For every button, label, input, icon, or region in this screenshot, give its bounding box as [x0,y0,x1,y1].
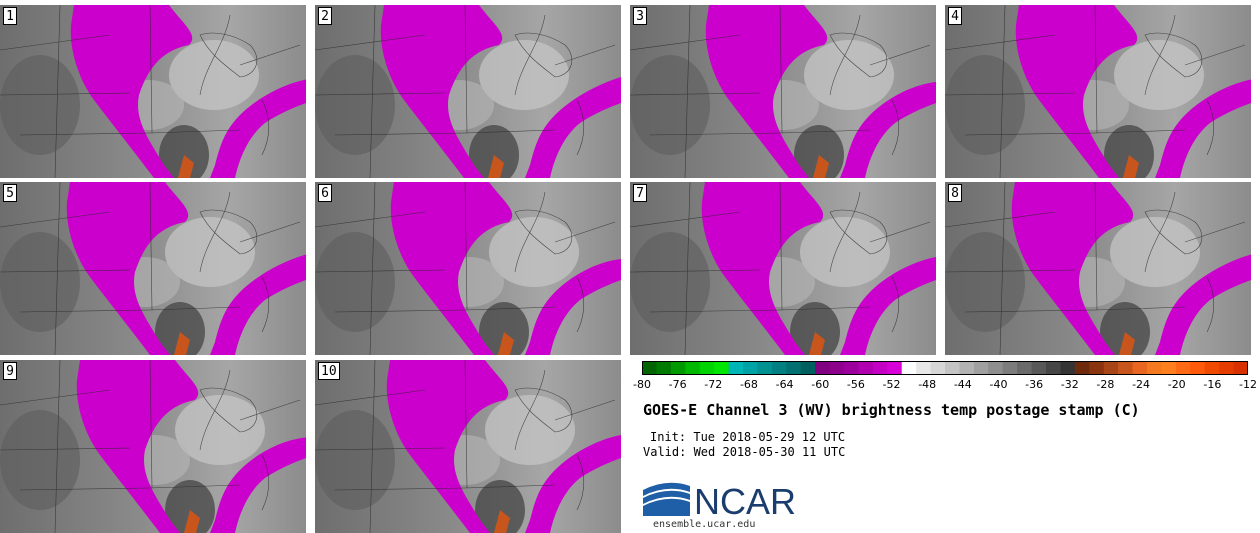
colorbar-segment [1161,361,1177,375]
colorbar-segment [1175,361,1191,375]
colorbar-segment [1103,361,1119,375]
map-panel-2: 2 [315,5,621,178]
colorbar-segment [670,361,686,375]
valid-time: Valid: Wed 2018-05-30 11 UTC [643,445,846,459]
ncar-logo-text: NCAR [694,481,796,518]
colorbar-segment [973,361,989,375]
colorbar-segment [1132,361,1148,375]
colorbar-segment [901,361,917,375]
colorbar-tick-label: -40 [989,378,1008,391]
colorbar-segment [786,361,802,375]
colorbar-segment [685,361,701,375]
colorbar-segment [642,361,657,375]
colorbar-segment [699,361,715,375]
colorbar-segment [930,361,946,375]
colorbar-tick-label: -36 [1025,378,1044,391]
colorbar-segment [1204,361,1220,375]
colorbar [642,361,1248,375]
colorbar-segment [844,361,859,375]
panel-label: 1 [3,7,17,25]
colorbar-segment [829,361,845,375]
panel-label: 4 [948,7,962,25]
colorbar-tick-label: -80 [633,378,651,391]
colorbar-tick-label: -12 [1239,378,1257,391]
colorbar-tick-label: -56 [846,378,865,391]
colorbar-segment [771,361,787,375]
colorbar-tick-label: -20 [1167,378,1186,391]
map-panel-3: 3 [630,5,936,178]
map-panel-10: 10 [315,360,621,533]
colorbar-segment [988,361,1004,375]
map-panel-7: 7 [630,182,936,355]
colorbar-segment [656,361,672,375]
colorbar-segment [1031,361,1047,375]
panel-label: 3 [633,7,647,25]
logo-url: ensemble.ucar.edu [653,519,756,530]
colorbar-segment [1089,361,1105,375]
init-time: Init: Tue 2018-05-29 12 UTC [650,430,846,444]
colorbar-tick-label: -44 [953,378,972,391]
colorbar-segment [757,361,773,375]
colorbar-segment [1233,361,1248,375]
colorbar-segment [1074,361,1090,375]
colorbar-segment [872,361,888,375]
colorbar-segment [1190,361,1206,375]
colorbar-segment [815,361,831,375]
colorbar-segment [858,361,874,375]
colorbar-segment [945,361,960,375]
colorbar-segment [1147,361,1162,375]
map-panel-8: 8 [945,182,1251,355]
colorbar-segment [1060,361,1076,375]
colorbar-tick-label: -52 [882,378,901,391]
colorbar-segment [728,361,744,375]
colorbar-tick-label: -24 [1132,378,1151,391]
colorbar-tick-label: -32 [1060,378,1079,391]
colorbar-segment [1017,361,1033,375]
colorbar-labels: -80 -76 -72 -68 -64 -60 -56 -52 -48 -44 -40 -36 -32 -… [630,378,1260,394]
map-panel-9: 9 [0,360,306,533]
product-title: GOES-E Channel 3 (WV) brightness temp po… [643,401,1140,419]
colorbar-segment [1046,361,1061,375]
colorbar-tick-label: -76 [668,378,687,391]
colorbar-tick-label: -16 [1203,378,1222,391]
map-panel-5: 5 [0,182,306,355]
panel-label: 5 [3,184,17,202]
colorbar-segment [959,361,975,375]
colorbar-segment [887,361,903,375]
map-panel-4: 4 [945,5,1251,178]
colorbar-tick-label: -28 [1096,378,1115,391]
panel-label: 2 [318,7,332,25]
colorbar-tick-label: -48 [918,378,937,391]
colorbar-tick-label: -60 [811,378,830,391]
map-panel-6: 6 [315,182,621,355]
colorbar-segment [714,361,730,375]
panel-label: 6 [318,184,332,202]
panel-label: 8 [948,184,962,202]
panel-label: 7 [633,184,647,202]
panel-label: 10 [318,362,340,380]
colorbar-tick-label: -72 [704,378,723,391]
colorbar-segment [1219,361,1235,375]
map-panel-1: 1 [0,5,306,178]
colorbar-segment [800,361,816,375]
colorbar-tick-label: -68 [739,378,758,391]
panel-label: 9 [3,362,17,380]
ncar-logo: NCAR [643,481,796,518]
colorbar-segment [743,361,758,375]
colorbar-tick-label: -64 [775,378,794,391]
colorbar-segment [916,361,932,375]
colorbar-segment [1118,361,1134,375]
colorbar-segment [1002,361,1018,375]
